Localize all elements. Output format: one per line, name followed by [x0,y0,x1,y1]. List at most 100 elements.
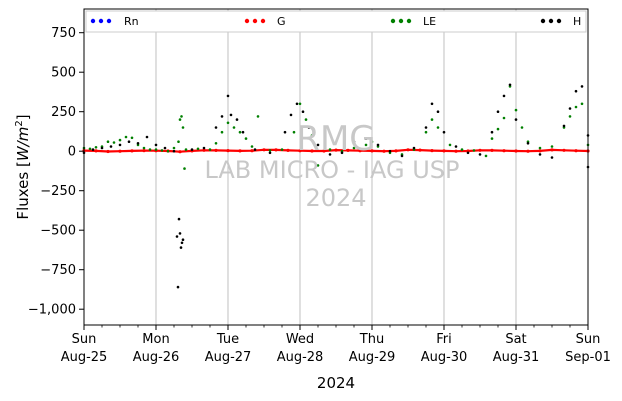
point-h [179,246,183,249]
point-le [256,115,260,118]
point-h [388,149,392,153]
point-le [496,127,500,131]
legend-marker-le [390,18,396,24]
point-g [346,148,350,152]
point-g [562,148,566,152]
point-le [106,140,110,143]
point-g [334,148,338,152]
legend-marker-h [556,18,562,24]
point-g [94,149,98,153]
legend-box [85,10,587,33]
point-h [163,146,167,150]
point-g [442,149,446,153]
point-h [180,241,184,245]
point-g [574,149,578,153]
point-le [250,145,254,148]
y-tick-label: −500 [40,224,76,239]
x-tick-label-date: Aug-28 [277,350,324,365]
point-g [490,148,494,152]
point-h [177,217,181,221]
legend-marker-rn [98,18,104,24]
point-h [301,110,305,113]
point-h [109,145,113,148]
point-le [574,105,578,109]
point-g [382,149,386,153]
point-le [304,118,308,121]
legend-entry-le: LE [390,15,436,28]
x-tick-label-day: Fri [436,332,452,347]
point-h [436,110,440,113]
x-tick-label-date: Aug-27 [205,350,252,365]
point-h [502,94,506,98]
watermark-line-2: LAB MICRO - IAG USP [204,156,459,184]
x-tick-label-day: Sat [505,332,526,347]
point-le [448,143,452,147]
point-h [226,94,230,98]
point-h [154,143,158,147]
point-le [364,143,368,147]
point-g [202,148,206,152]
point-le [484,154,488,158]
point-le [460,148,464,151]
x-tick-label-date: Aug-26 [133,350,180,365]
point-h [283,130,287,134]
point-g [214,148,218,152]
legend-entry-h: H [540,15,581,28]
point-g [394,149,398,153]
y-axis-title-unit: W/m [14,127,32,162]
point-le [196,147,200,151]
legend-marker-rn [90,18,96,24]
point-le [310,134,314,137]
point-h [202,146,206,150]
point-h [574,89,578,93]
point-g [142,149,146,153]
point-le [292,130,296,134]
watermark-line-1: RMG [296,119,375,159]
point-h [175,235,179,238]
point-g [478,148,482,152]
point-le [370,140,374,143]
point-h [235,118,239,121]
point-g [274,148,278,152]
point-h [316,143,320,147]
point-g [550,148,554,152]
point-g [406,148,410,152]
point-h [514,118,518,121]
point-h [118,143,122,147]
point-h [220,115,224,118]
point-le [88,147,92,151]
y-tick-label: −1,000 [28,303,76,318]
x-tick-label-day: Sun [72,332,97,347]
y-tick-label: −250 [40,184,76,199]
point-le [160,149,164,152]
point-h [172,149,176,153]
legend-label-rn: Rn [124,15,139,28]
point-h [253,148,257,151]
legend-marker-h [540,18,546,24]
point-g [250,149,254,153]
y-axis-title-base: Fluxes [ [14,161,32,219]
point-le [538,146,542,150]
point-g [454,149,458,153]
point-le [214,142,218,145]
point-h [412,146,416,150]
point-le [226,121,230,125]
point-le [568,115,572,118]
point-le [208,148,212,151]
y-axis-title-close: ] [14,114,32,120]
point-le [232,126,236,129]
point-h [295,102,299,106]
point-h [508,83,512,87]
point-h [181,238,185,241]
plot-area [82,83,590,289]
point-h [307,126,311,129]
point-le [430,118,434,121]
x-tick-label-date: Sep-01 [565,350,611,365]
point-h [430,102,434,106]
point-le [130,136,134,140]
point-le [520,126,524,129]
y-tick-label: 250 [51,105,76,120]
legend-marker-le [398,18,404,24]
legend-marker-g [244,18,250,24]
